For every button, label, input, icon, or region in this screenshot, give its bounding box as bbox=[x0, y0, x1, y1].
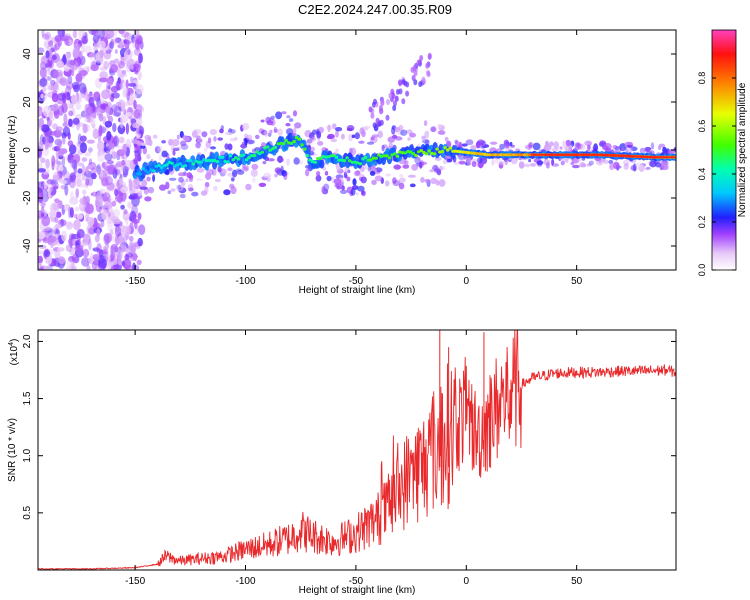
colorbar: 0.0 0.2 0.4 0.6 0.8 Normalized spectral ampl… bbox=[697, 29, 748, 277]
snr-x-label: Height of straight line (km) bbox=[299, 585, 416, 596]
colorbar-tick: 0.0 bbox=[697, 264, 707, 277]
snr-y-tick: 2.0 bbox=[22, 334, 33, 348]
colorbar-tick: 0.6 bbox=[697, 120, 707, 133]
spectrogram-x-label: Height of straight line (km) bbox=[299, 285, 416, 296]
snr-x-tick: -100 bbox=[236, 576, 256, 587]
noise-speckle bbox=[38, 30, 146, 270]
snr-x-tick: -150 bbox=[125, 576, 145, 587]
spectrogram-y-tick: 0 bbox=[22, 147, 33, 153]
snr-line bbox=[38, 330, 676, 570]
spectrogram-y-label: Frequency (Hz) bbox=[7, 116, 18, 185]
spectrogram-panel: -150 -100 -50 0 50 -40 -20 0 20 40 Height of str… bbox=[7, 29, 677, 296]
colorbar-tick: 0.2 bbox=[697, 216, 707, 229]
spectrogram-y-tick: 40 bbox=[22, 48, 33, 60]
spectrogram-x-tick: -50 bbox=[349, 276, 364, 287]
spectrogram-x-tick: -150 bbox=[125, 276, 145, 287]
spectrogram-x-tick: 0 bbox=[463, 276, 469, 287]
snr-scale-label: (x104) bbox=[8, 339, 20, 366]
snr-frame bbox=[37, 329, 677, 571]
spectrogram-y-tick: -40 bbox=[22, 238, 33, 253]
spectrogram-x-tick: 50 bbox=[571, 276, 583, 287]
colorbar-gradient bbox=[711, 29, 737, 271]
spectrogram-y-tick: -20 bbox=[22, 190, 33, 205]
snr-x-tick: 50 bbox=[571, 576, 583, 587]
plot-title: C2E2.2024.247.00.35.R09 bbox=[298, 2, 452, 17]
snr-y-tick: 1.5 bbox=[22, 391, 33, 405]
spectrogram-y-tick: 20 bbox=[22, 96, 33, 108]
colorbar-label: Normalized spectral amplitude bbox=[737, 82, 748, 217]
spectral-ridge bbox=[132, 132, 676, 182]
snr-y-tick: 0.5 bbox=[22, 505, 33, 519]
colorbar-tick: 0.4 bbox=[697, 168, 707, 181]
spectrogram-x-tick: -100 bbox=[236, 276, 256, 287]
colorbar-tick: 0.8 bbox=[697, 72, 707, 85]
snr-x-tick: -50 bbox=[349, 576, 364, 587]
snr-y-tick: 1.0 bbox=[22, 448, 33, 462]
spectral-haze bbox=[133, 52, 676, 202]
snr-x-tick: 0 bbox=[463, 576, 469, 587]
snr-y-label: SNR (10 * v/v) bbox=[7, 418, 18, 482]
snr-panel: -150 -100 -50 0 50 0.5 1.0 1.5 2.0 Height of st… bbox=[7, 329, 677, 596]
